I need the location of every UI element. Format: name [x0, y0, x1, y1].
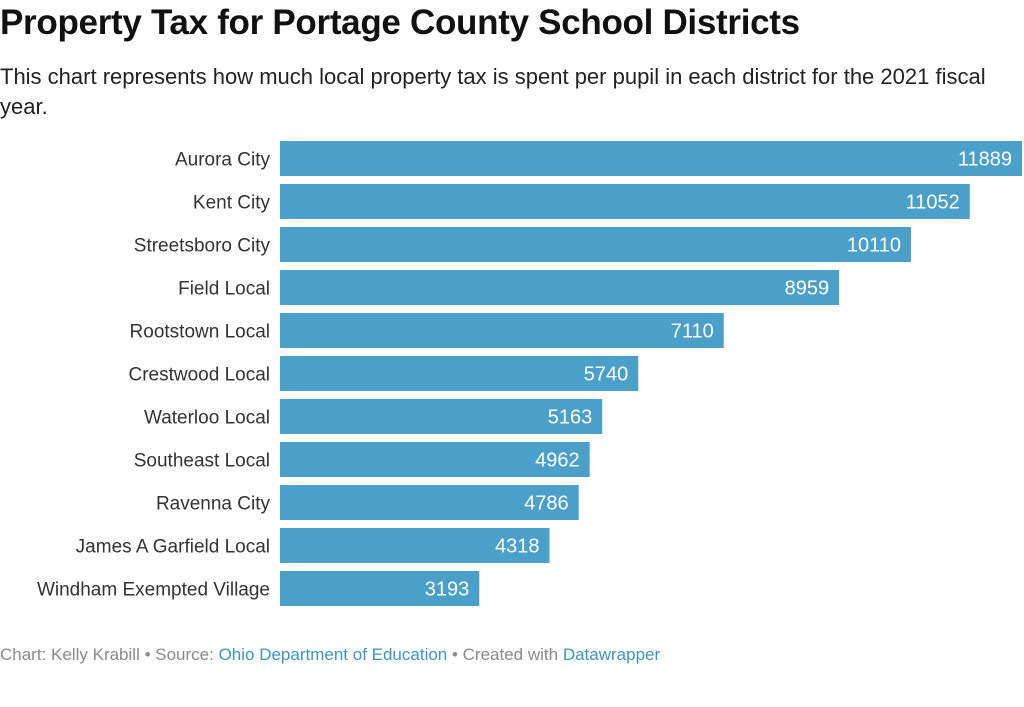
bar-value-label: 3193	[425, 579, 470, 601]
category-label: Crestwood Local	[128, 365, 270, 386]
bar	[280, 356, 639, 391]
bar-chart: Aurora City 11889 Kent City 11052 Streetsbor…	[37, 141, 1022, 606]
bar	[280, 571, 480, 606]
bar	[280, 141, 1022, 176]
category-label: Kent City	[193, 193, 271, 214]
bar	[280, 528, 550, 563]
footer-separator: •	[447, 645, 463, 664]
category-label: Field Local	[178, 279, 270, 300]
bar-value-label: 4786	[524, 493, 569, 515]
category-label: Rootstown Local	[130, 322, 270, 343]
chart-subtitle: This chart represents how much local pro…	[0, 64, 986, 119]
bar	[280, 399, 603, 434]
category-label: James A Garfield Local	[76, 537, 270, 558]
category-label: Southeast Local	[134, 451, 270, 472]
chart-title: Property Tax for Portage County School D…	[0, 3, 800, 42]
bar-value-label: 11889	[958, 149, 1012, 171]
bar	[280, 442, 590, 477]
bar	[280, 184, 970, 219]
bar	[280, 227, 911, 262]
source-link[interactable]: Ohio Department of Education	[218, 645, 448, 664]
footer-source-prefix: Source:	[155, 645, 219, 664]
category-label: Windham Exempted Village	[37, 580, 270, 601]
bar	[280, 485, 579, 520]
bar-value-label: 7110	[671, 321, 714, 343]
chart-footer: Chart: Kelly Krabill • Source: Ohio Depa…	[0, 643, 660, 667]
category-label: Ravenna City	[156, 494, 271, 515]
category-label: Aurora City	[175, 150, 271, 171]
footer-created-prefix: Created with	[462, 645, 563, 664]
category-label: Streetsboro City	[134, 236, 271, 257]
bar-value-label: 10110	[847, 235, 901, 257]
bar-value-label: 5163	[548, 407, 593, 429]
bar-value-label: 11052	[906, 192, 960, 214]
bar-value-label: 4318	[495, 536, 540, 558]
datawrapper-link[interactable]: Datawrapper	[562, 645, 661, 664]
category-label: Waterloo Local	[144, 408, 270, 429]
bar	[280, 270, 840, 305]
footer-author: Kelly Krabill	[51, 645, 140, 664]
bar-value-label: 4962	[535, 450, 580, 472]
bar-value-label: 8959	[785, 278, 830, 300]
footer-chart-prefix: Chart:	[0, 645, 52, 664]
footer-separator: •	[139, 645, 156, 664]
bar-value-label: 5740	[584, 364, 629, 386]
bar	[280, 313, 724, 348]
